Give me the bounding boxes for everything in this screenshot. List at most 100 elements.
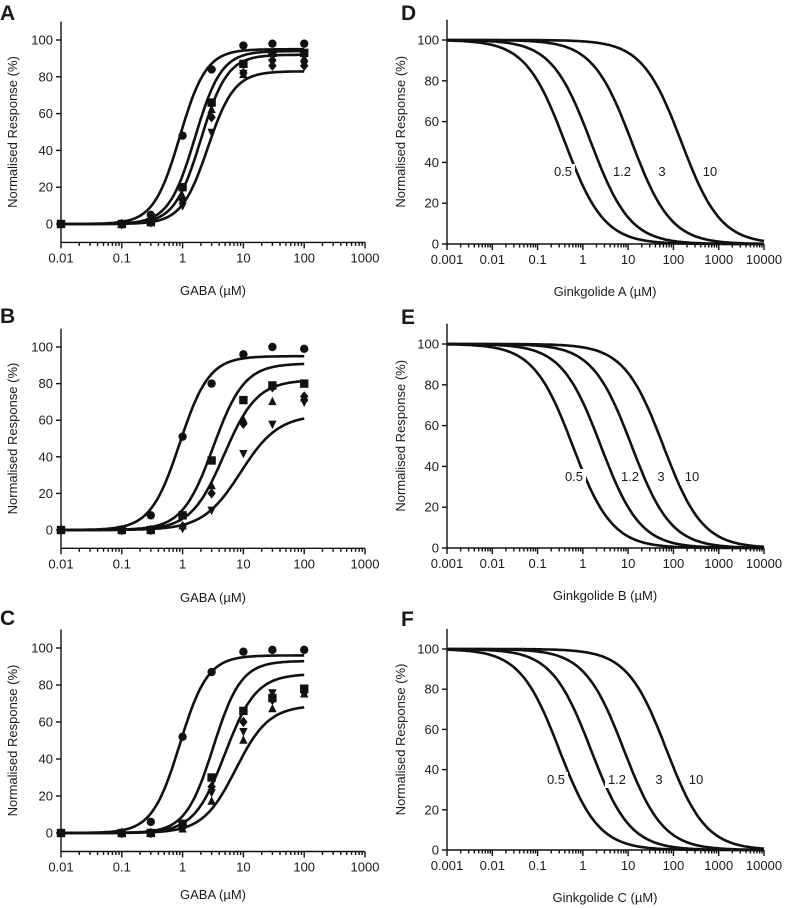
curve-label: 10 [703, 164, 717, 179]
x-tick-label: 100 [663, 556, 685, 571]
y-axis-title: Normalised Response (%) [393, 56, 408, 208]
data-point-triangle-down [207, 128, 216, 138]
data-point-circle [178, 732, 187, 741]
panel-c: C 0 20 40 60 80 100 0.01 0.1 1 10 100 1000 GABA (µM) N… [0, 607, 379, 902]
y-tick-label: 40 [425, 459, 439, 474]
data-point-circle [178, 432, 187, 441]
data-point-diamond [207, 488, 216, 499]
data-point-circle [146, 817, 156, 827]
y-tick-label: 80 [39, 376, 53, 391]
x-tick-label: 1000 [351, 860, 380, 875]
curve-label-bg [618, 469, 642, 485]
y-tick-label: 0 [432, 843, 439, 858]
data-point-diamond [300, 391, 309, 402]
panel-d: D 0 20 40 60 80 100 0.001 0.01 0.1 1 10 100 1000 10000… [393, 2, 782, 299]
data-point-square [239, 59, 248, 69]
data-point-diamond [178, 521, 187, 532]
curve-label-bg [680, 469, 704, 485]
inhibition-curve-0-5 [447, 648, 764, 852]
data-point-triangle-down [268, 420, 277, 430]
data-point-triangle-up [268, 396, 277, 406]
data-point-diamond [117, 218, 126, 230]
y-tick-label: 20 [425, 196, 439, 211]
inhibition-curve-3 [447, 647, 764, 852]
y-tick-label: 20 [425, 500, 439, 515]
y-tick-label: 100 [31, 340, 53, 355]
data-point-circle [146, 511, 156, 520]
data-point-circle [178, 131, 187, 140]
data-point-circle [207, 65, 216, 74]
data-point-diamond [268, 694, 277, 705]
y-tick-label: 100 [417, 642, 439, 657]
data-point-square [239, 706, 248, 716]
curve-label: 1.2 [608, 772, 626, 787]
x-axis-title: Ginkgolide C (µM) [552, 890, 657, 905]
x-tick-label: 10000 [746, 252, 782, 267]
curve-label-bg [647, 772, 671, 788]
data-point-circle [207, 667, 216, 677]
x-tick-label: 100 [663, 252, 685, 267]
data-point-triangle-down [239, 728, 248, 737]
x-tick-label: 0.001 [431, 556, 464, 571]
y-tick-label: 100 [31, 641, 53, 656]
curve-label: 1.2 [621, 469, 639, 484]
data-point-diamond [207, 781, 216, 792]
data-point-diamond [117, 827, 126, 839]
y-tick-label: 80 [425, 377, 439, 392]
x-tick-label: 100 [663, 858, 685, 873]
data-point-square [178, 183, 187, 192]
x-tick-label: 10 [621, 252, 635, 267]
data-point-triangle-up [268, 703, 277, 713]
y-axis-title: Normalised Response (%) [5, 363, 20, 515]
data-point-circle [207, 379, 216, 388]
x-tick-label: 0.1 [113, 556, 131, 571]
x-tick-label: 1 [579, 858, 586, 873]
x-tick-label: 1 [179, 860, 186, 875]
x-tick-label: 10000 [746, 858, 782, 873]
fit-curve-triangle-up [61, 379, 305, 532]
data-point-circle [239, 647, 248, 656]
data-point-diamond [56, 524, 66, 536]
x-tick-label: 0.01 [48, 556, 73, 571]
y-tick-label: 60 [425, 418, 439, 433]
data-point-square [300, 379, 309, 388]
y-tick-label: 80 [425, 682, 439, 697]
x-tick-label: 10 [236, 556, 250, 571]
data-point-triangle-down [268, 689, 277, 698]
x-tick-label: 1 [579, 252, 586, 267]
y-tick-label: 0 [46, 826, 53, 841]
curve-label-bg [610, 164, 634, 180]
x-tick-label: 1000 [704, 858, 733, 873]
x-tick-label: 100 [293, 860, 315, 875]
x-tick-label: 1 [179, 556, 186, 571]
x-tick-label: 0.01 [48, 250, 73, 265]
data-point-diamond [207, 112, 216, 123]
inhibition-curve-10 [447, 342, 765, 549]
x-tick-label: 0.1 [113, 250, 131, 265]
data-point-square [207, 773, 216, 782]
inhibition-curve-0-5 [446, 343, 764, 550]
x-tick-label: 0.01 [480, 858, 505, 873]
data-point-circle [239, 41, 248, 50]
curve-label-bg [684, 772, 708, 788]
panel-letter: C [0, 607, 15, 630]
data-point-square [268, 48, 277, 58]
fit-curve-square [61, 659, 305, 835]
data-point-diamond [300, 60, 309, 71]
inhibition-curve-1-2 [447, 38, 764, 246]
curve-label: 3 [655, 772, 662, 787]
curve-label: 3 [657, 469, 664, 484]
x-tick-label: 10 [621, 858, 635, 873]
panel-letter: D [401, 2, 416, 25]
panel-a: A 0 20 40 60 80 100 0.01 0.1 1 10 100 1000 GABA (µM) N… [0, 2, 379, 298]
panel-letter: E [401, 306, 415, 329]
curve-label-bg [562, 469, 586, 485]
fit-curve-circle [61, 354, 305, 532]
y-tick-label: 60 [39, 413, 53, 428]
x-tick-label: 1000 [351, 250, 380, 265]
data-point-diamond [239, 716, 248, 728]
x-tick-label: 0.001 [431, 858, 464, 873]
x-tick-label: 1000 [351, 556, 380, 571]
y-tick-label: 60 [39, 106, 53, 121]
